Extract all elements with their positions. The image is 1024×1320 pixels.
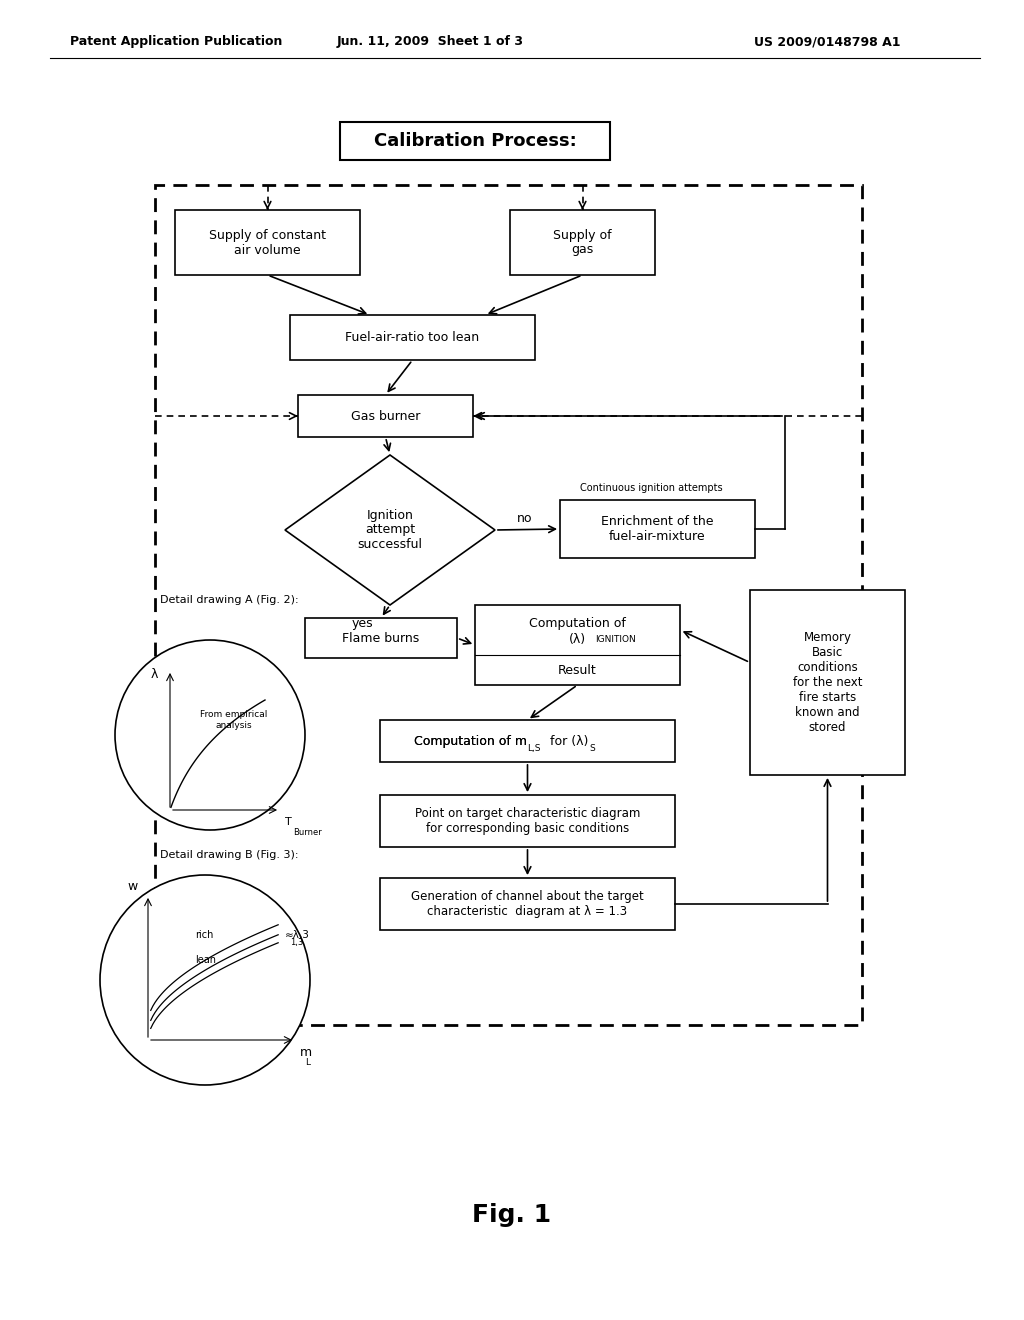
- Text: Fig. 1: Fig. 1: [472, 1203, 552, 1228]
- Text: Computation of m: Computation of m: [415, 734, 527, 747]
- Bar: [750, 590, 905, 775]
- Text: Memory
Basic
conditions
for the next
fire starts
known and
stored: Memory Basic conditions for the next fir…: [793, 631, 862, 734]
- Text: Supply of constant
air volume: Supply of constant air volume: [209, 228, 326, 256]
- Bar: [305, 618, 457, 657]
- Text: Detail drawing A (Fig. 2):: Detail drawing A (Fig. 2):: [160, 595, 299, 605]
- Bar: [340, 121, 610, 160]
- Bar: [560, 500, 755, 558]
- Text: λ: λ: [151, 668, 158, 681]
- Bar: [510, 210, 655, 275]
- Text: Detail drawing B (Fig. 3):: Detail drawing B (Fig. 3):: [160, 850, 299, 861]
- Text: L,S: L,S: [527, 744, 541, 752]
- Circle shape: [100, 875, 310, 1085]
- Text: Computation of: Computation of: [529, 616, 626, 630]
- Text: IGNITION: IGNITION: [596, 635, 636, 644]
- Text: T: T: [285, 817, 292, 828]
- Text: Supply of
gas: Supply of gas: [553, 228, 611, 256]
- Text: S: S: [590, 744, 595, 752]
- Text: (λ): (λ): [569, 632, 586, 645]
- Bar: [298, 395, 473, 437]
- Text: Gas burner: Gas burner: [351, 409, 420, 422]
- Text: Burner: Burner: [293, 828, 322, 837]
- Text: yes: yes: [351, 616, 373, 630]
- Bar: [380, 878, 675, 931]
- Text: Patent Application Publication: Patent Application Publication: [70, 36, 283, 49]
- Text: Jun. 11, 2009  Sheet 1 of 3: Jun. 11, 2009 Sheet 1 of 3: [337, 36, 523, 49]
- Text: lean: lean: [195, 954, 216, 965]
- Text: Flame burns: Flame burns: [342, 631, 420, 644]
- Text: Fuel-air-ratio too lean: Fuel-air-ratio too lean: [345, 331, 479, 345]
- Bar: [175, 210, 360, 275]
- Text: w: w: [128, 880, 138, 894]
- Text: L: L: [305, 1059, 310, 1067]
- Text: Enrichment of the
fuel-air-mixture: Enrichment of the fuel-air-mixture: [601, 515, 714, 543]
- Polygon shape: [285, 455, 495, 605]
- Bar: [380, 795, 675, 847]
- Text: US 2009/0148798 A1: US 2009/0148798 A1: [754, 36, 900, 49]
- Text: Continuous ignition attempts: Continuous ignition attempts: [580, 483, 723, 492]
- Text: Generation of channel about the target
characteristic  diagram at λ = 1.3: Generation of channel about the target c…: [411, 890, 644, 917]
- Bar: [475, 605, 680, 685]
- Text: ≈λ,3: ≈λ,3: [285, 931, 310, 940]
- Text: 1,3: 1,3: [290, 939, 303, 948]
- Text: m: m: [300, 1045, 312, 1059]
- Text: Ignition
attempt
successful: Ignition attempt successful: [357, 508, 423, 552]
- Text: Result: Result: [558, 664, 597, 676]
- Bar: [380, 719, 675, 762]
- Text: Point on target characteristic diagram
for corresponding basic conditions: Point on target characteristic diagram f…: [415, 807, 640, 836]
- Text: From empirical
analysis: From empirical analysis: [200, 710, 267, 730]
- Text: Computation of m: Computation of m: [415, 734, 527, 747]
- Circle shape: [115, 640, 305, 830]
- Text: rich: rich: [195, 931, 213, 940]
- Text: Calibration Process:: Calibration Process:: [374, 132, 577, 150]
- Text: for (λ): for (λ): [546, 734, 588, 747]
- Bar: [290, 315, 535, 360]
- Text: no: no: [517, 511, 532, 524]
- Bar: [155, 185, 862, 1026]
